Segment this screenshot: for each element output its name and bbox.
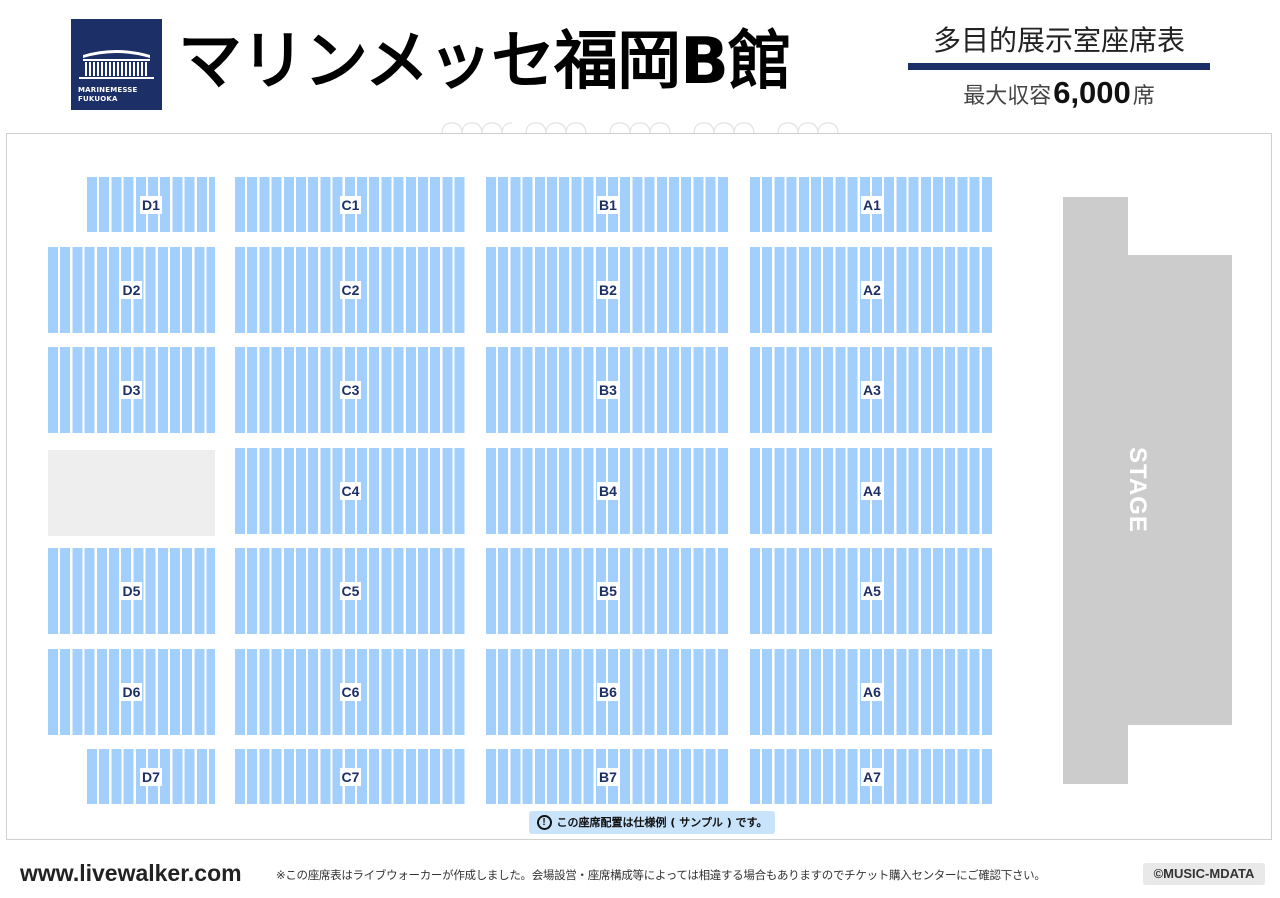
seat-block-label: A4 [861,482,883,500]
seat-block-C6[interactable]: C6 [235,649,466,735]
subtitle-underline [908,63,1210,70]
seat-block-A7[interactable]: A7 [750,749,994,804]
seat-block-D3[interactable]: D3 [48,347,215,433]
seat-block-label: A2 [861,281,883,299]
seat-block-C5[interactable]: C5 [235,548,466,634]
seat-block-label: B2 [597,281,619,299]
seat-block-C2[interactable]: C2 [235,247,466,333]
seat-block-B5[interactable]: B5 [486,548,730,634]
seat-block-label: A6 [861,683,883,701]
map-subtitle: 多目的展示室座席表 [932,24,1185,57]
seat-block-label: A1 [861,195,883,214]
seat-block-label: C3 [339,381,362,399]
seat-block-A1[interactable]: A1 [750,177,994,232]
seat-block-C7[interactable]: C7 [235,749,466,804]
logo-text-line-2: FUKUOKA [78,95,118,103]
seat-block-B7[interactable]: B7 [486,749,730,804]
seat-block-label: B6 [597,683,619,701]
seat-block-C4[interactable]: C4 [235,448,466,534]
logo-text-line-1: MARINEMESSE [78,86,138,94]
capacity-suffix: 席 [1132,84,1155,109]
seat-block-B3[interactable]: B3 [486,347,730,433]
seat-block-label: A5 [861,582,883,600]
seat-block-label: D7 [140,767,162,786]
seat-block-B1[interactable]: B1 [486,177,730,232]
seat-block-label: C5 [339,582,362,600]
venue-title: マリンメッセ福岡B館 [178,25,792,99]
seat-block-label: B4 [597,482,619,500]
seat-block-label: B7 [597,767,619,786]
seat-block-D2[interactable]: D2 [48,247,215,333]
seat-block-A4[interactable]: A4 [750,448,994,534]
seat-block-label: C4 [339,482,362,500]
seat-block-label: D3 [120,381,143,399]
sample-note: ! この座席配置は仕様例 ( サンプル ) です。 [529,811,775,834]
seat-block-B6[interactable]: B6 [486,649,730,735]
seat-block-label: C1 [339,195,362,214]
seat-block-D6[interactable]: D6 [48,649,215,735]
seat-block-D5[interactable]: D5 [48,548,215,634]
seat-block-A2[interactable]: A2 [750,247,994,333]
seat-block-B4[interactable]: B4 [486,448,730,534]
seat-block-D1[interactable]: D1 [87,177,215,232]
seat-block-label: B5 [597,582,619,600]
seat-block-A5[interactable]: A5 [750,548,994,634]
seat-block-label: D1 [140,195,162,214]
seat-block-C1[interactable]: C1 [235,177,466,232]
capacity-value: 6,000 [1053,75,1131,110]
seat-block-A6[interactable]: A6 [750,649,994,735]
marinemesse-building-icon [79,50,154,79]
seat-block-B2[interactable]: B2 [486,247,730,333]
seat-block-label: A7 [861,767,883,786]
capacity: 最大収容6,000席 [908,74,1210,116]
venue-logo: MARINEMESSE FUKUOKA [71,19,162,110]
sample-note-text: この座席配置は仕様例 ( サンプル ) です。 [556,815,768,829]
site-url-link[interactable]: www.livewalker.com [20,860,242,886]
exclamation-circle-icon: ! [536,815,552,830]
seat-block-A3[interactable]: A3 [750,347,994,433]
seat-block-label: C2 [339,281,362,299]
decorative-pattern [441,122,839,135]
seat-block-label: A3 [861,381,883,399]
stage-label: STAGE [1124,447,1151,533]
seat-block-C3[interactable]: C3 [235,347,466,433]
capacity-prefix: 最大収容 [963,84,1052,109]
logo-text: MARINEMESSE FUKUOKA [78,86,138,104]
seat-block-label: C6 [339,683,362,701]
seat-block-label: B3 [597,381,619,399]
copyright-badge: ©MUSIC-MDATA [1143,863,1265,885]
seat-block-label: B1 [597,195,619,214]
empty-area [48,450,215,536]
disclaimer-text: ※この座席表はライブウォーカーが作成しました。会場設営・座席構成等によっては相違… [276,868,1046,882]
seat-block-D7[interactable]: D7 [87,749,215,804]
seat-block-label: C7 [339,767,362,786]
seat-block-label: D5 [120,582,143,600]
seat-block-label: D6 [120,683,143,701]
seat-block-label: D2 [120,281,143,299]
